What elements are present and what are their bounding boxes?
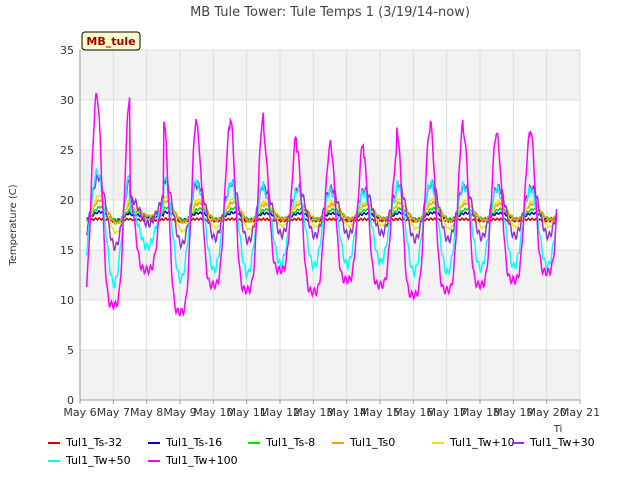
legend-label: Tul1_Tw+100 <box>166 454 238 467</box>
station-badge-label: MB_tule <box>86 35 135 48</box>
x-tick-label: May 16 <box>393 406 433 419</box>
y-tick-label: 20 <box>60 194 74 207</box>
chart-title: MB Tule Tower: Tule Temps 1 (3/19/14-now… <box>190 5 470 20</box>
y-tick-label: 35 <box>60 44 74 57</box>
legend-swatch <box>148 441 160 444</box>
x-tick-label: May 20 <box>527 406 567 419</box>
legend-item: Tul1_Ts-16 <box>148 436 222 449</box>
legend-item: Tul1_Ts0 <box>332 436 395 449</box>
x-axis-label-fragment: Ti <box>553 424 563 435</box>
legend-label: Tul1_Tw+10 <box>450 436 515 449</box>
series-line <box>85 92 558 317</box>
legend-label: Tul1_Tw+30 <box>530 436 595 449</box>
legend-swatch <box>48 459 60 462</box>
legend-swatch <box>512 441 524 444</box>
x-tick-label: May 14 <box>327 406 367 419</box>
plot-background <box>80 50 580 400</box>
x-tick-label: May 18 <box>460 406 500 419</box>
legend-swatch <box>332 441 344 444</box>
x-tick-label: May 10 <box>193 406 233 419</box>
legend-item: Tul1_Ts-32 <box>48 436 122 449</box>
x-tick-label: May 12 <box>260 406 300 419</box>
series-line <box>85 173 558 252</box>
legend-label: Tul1_Ts-8 <box>266 436 316 449</box>
x-tick-label: May 15 <box>360 406 400 419</box>
x-tick-label: May 13 <box>293 406 333 419</box>
x-tick-label: May 9 <box>163 406 196 419</box>
legend-item: Tul1_Tw+30 <box>512 436 595 449</box>
x-tick-label: May 17 <box>427 406 467 419</box>
x-tick-label: May 19 <box>493 406 533 419</box>
x-tick-label: May 7 <box>97 406 130 419</box>
y-tick-label: 25 <box>60 144 74 157</box>
legend-label: Tul1_Ts-16 <box>166 436 223 449</box>
y-tick-label: 30 <box>60 94 74 107</box>
plot-band <box>80 350 580 400</box>
legend-swatch <box>48 441 60 444</box>
plot-band <box>80 250 580 300</box>
y-tick-label: 15 <box>60 244 74 257</box>
legend-swatch <box>148 459 160 462</box>
series-layer <box>85 92 558 317</box>
legend-label: Tul1_Ts0 <box>350 436 396 449</box>
legend-label: Tul1_Tw+50 <box>66 454 131 467</box>
legend-swatch <box>248 441 260 444</box>
x-tick-label: May 21 <box>560 406 600 419</box>
legend-item: Tul1_Ts-8 <box>248 436 315 449</box>
legend-label: Tul1_Ts-32 <box>66 436 123 449</box>
x-tick-label: May 11 <box>227 406 267 419</box>
legend-swatch <box>432 441 444 444</box>
station-badge: MB_tule <box>81 31 141 51</box>
y-tick-label: 0 <box>67 394 74 407</box>
y-tick-label: 5 <box>67 344 74 357</box>
x-tick-label: May 6 <box>63 406 96 419</box>
plot-area <box>80 50 580 400</box>
y-axis-label: Temperature (C) <box>8 184 19 266</box>
legend-item: Tul1_Tw+50 <box>48 454 131 467</box>
legend-item: Tul1_Tw+10 <box>432 436 515 449</box>
plot-band <box>80 50 580 100</box>
x-tick-label: May 8 <box>130 406 163 419</box>
series-line <box>85 167 558 289</box>
y-tick-label: 10 <box>60 294 74 307</box>
legend-item: Tul1_Tw+100 <box>148 454 238 467</box>
